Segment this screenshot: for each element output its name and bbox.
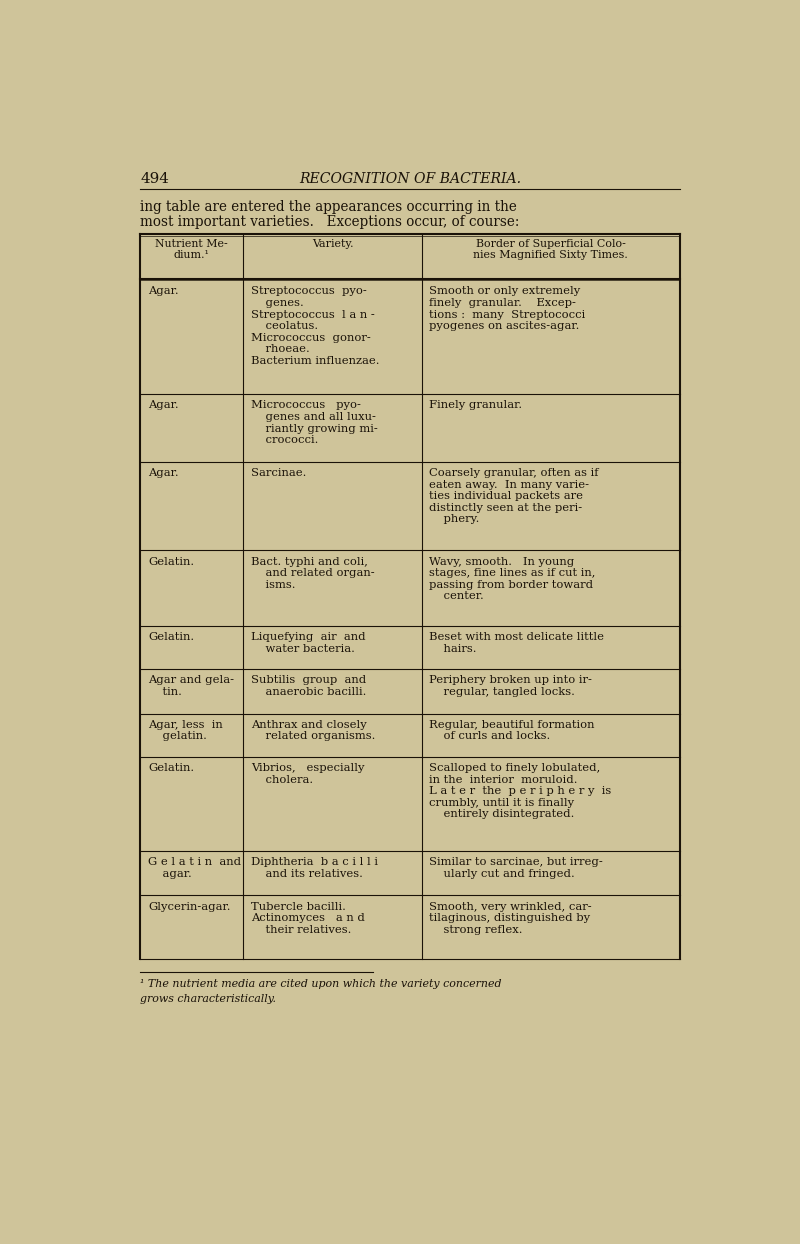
Text: Sarcinae.: Sarcinae.: [251, 468, 306, 478]
Text: Bact. typhi and coli,
    and related organ-
    isms.: Bact. typhi and coli, and related organ-…: [251, 556, 374, 590]
Text: G e l a t i n  and
    agar.: G e l a t i n and agar.: [148, 857, 241, 878]
Text: Border of Superficial Colo-
nies Magnified Sixty Times.: Border of Superficial Colo- nies Magnifi…: [474, 239, 628, 260]
Text: grows characteristically.: grows characteristically.: [140, 994, 276, 1004]
Text: Micrococcus   pyo-
    genes and all luxu-
    riantly growing mi-
    crococci.: Micrococcus pyo- genes and all luxu- ria…: [251, 401, 378, 445]
Text: Liquefying  air  and
    water bacteria.: Liquefying air and water bacteria.: [251, 632, 366, 653]
Text: Agar.: Agar.: [148, 401, 178, 411]
Text: most important varieties.   Exceptions occur, of course:: most important varieties. Exceptions occ…: [140, 215, 520, 229]
Text: Agar.: Agar.: [148, 468, 178, 478]
Text: Nutrient Me-
dium.¹: Nutrient Me- dium.¹: [155, 239, 228, 260]
Text: Agar, less  in
    gelatin.: Agar, less in gelatin.: [148, 720, 222, 741]
Text: 494: 494: [140, 173, 169, 187]
Text: Subtilis  group  and
    anaerobic bacilli.: Subtilis group and anaerobic bacilli.: [251, 675, 366, 697]
Text: Anthrax and closely
    related organisms.: Anthrax and closely related organisms.: [251, 720, 375, 741]
Text: Agar.: Agar.: [148, 286, 178, 296]
Text: Smooth, very wrinkled, car-
tilaginous, distinguished by
    strong reflex.: Smooth, very wrinkled, car- tilaginous, …: [430, 902, 592, 934]
Text: Similar to sarcinae, but irreg-
    ularly cut and fringed.: Similar to sarcinae, but irreg- ularly c…: [430, 857, 603, 878]
Text: Diphtheria  b a c i l l i
    and its relatives.: Diphtheria b a c i l l i and its relativ…: [251, 857, 378, 878]
Text: Variety.: Variety.: [312, 239, 354, 249]
Text: Beset with most delicate little
    hairs.: Beset with most delicate little hairs.: [430, 632, 604, 653]
Text: Agar and gela-
    tin.: Agar and gela- tin.: [148, 675, 234, 697]
Text: Streptococcus  pyo-
    genes.
Streptococcus  l a n -
    ceolatus.
Micrococcus : Streptococcus pyo- genes. Streptococcus …: [251, 286, 380, 366]
Text: Wavy, smooth.   In young
stages, fine lines as if cut in,
passing from border to: Wavy, smooth. In young stages, fine line…: [430, 556, 596, 601]
Text: Tubercle bacilli.
Actinomyces   a n d
    their relatives.: Tubercle bacilli. Actinomyces a n d thei…: [251, 902, 365, 934]
Text: Scalloped to finely lobulated,
in the  interior  moruloid.
L a t e r  the  p e r: Scalloped to finely lobulated, in the in…: [430, 763, 612, 820]
Text: Gelatin.: Gelatin.: [148, 556, 194, 566]
Text: Coarsely granular, often as if
eaten away.  In many varie-
ties individual packe: Coarsely granular, often as if eaten awa…: [430, 468, 599, 525]
Text: Vibrios,   especially
    cholera.: Vibrios, especially cholera.: [251, 763, 365, 785]
Text: Gelatin.: Gelatin.: [148, 763, 194, 773]
Text: ing table are entered the appearances occurring in the: ing table are entered the appearances oc…: [140, 200, 517, 214]
Text: RECOGNITION OF BACTERIA.: RECOGNITION OF BACTERIA.: [299, 173, 521, 187]
Text: Gelatin.: Gelatin.: [148, 632, 194, 642]
Text: ¹ The nutrient media are cited upon which the variety concerned: ¹ The nutrient media are cited upon whic…: [140, 979, 502, 989]
Text: Regular, beautiful formation
    of curls and locks.: Regular, beautiful formation of curls an…: [430, 720, 595, 741]
Text: Finely granular.: Finely granular.: [430, 401, 522, 411]
Text: Smooth or only extremely
finely  granular.    Excep-
tions :  many  Streptococci: Smooth or only extremely finely granular…: [430, 286, 586, 331]
Text: Glycerin-agar.: Glycerin-agar.: [148, 902, 230, 912]
Text: Periphery broken up into ir-
    regular, tangled locks.: Periphery broken up into ir- regular, ta…: [430, 675, 592, 697]
